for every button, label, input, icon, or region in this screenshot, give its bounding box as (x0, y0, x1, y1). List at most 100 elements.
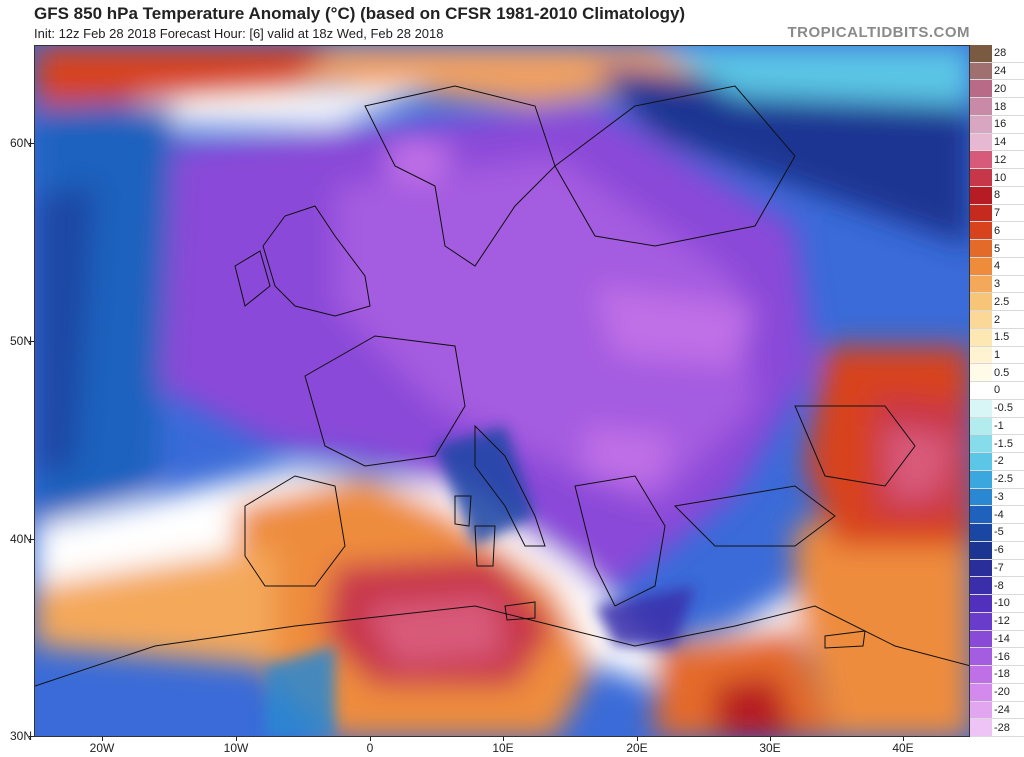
colorbar-swatch (970, 719, 992, 736)
lon-tick (236, 737, 237, 741)
colorbar-cell: 6 (970, 222, 1024, 241)
colorbar-swatch (970, 648, 992, 666)
colorbar-swatch (970, 311, 992, 328)
colorbar-swatch (970, 62, 992, 80)
colorbar-swatch (970, 240, 992, 257)
colorbar-label: 1.5 (994, 331, 1010, 344)
lon-label: 20W (89, 741, 115, 755)
colorbar-swatch (970, 506, 992, 524)
colorbar-cell: -10 (970, 595, 1024, 613)
colorbar-cell: 4 (970, 257, 1024, 276)
lon-tick (503, 737, 504, 741)
colorbar-swatch (970, 151, 992, 169)
colorbar-swatch (970, 453, 992, 470)
colorbar-cell: -14 (970, 630, 1024, 649)
colorbar-cell: 2 (970, 311, 1024, 329)
lat-label: 30N (9, 729, 32, 743)
colorbar-swatch (970, 595, 992, 612)
lat-label: 40N (9, 532, 32, 546)
colorbar-label: -2.5 (994, 473, 1013, 486)
colorbar-cell: -0.5 (970, 399, 1024, 418)
colorbar-label: -10 (994, 597, 1010, 610)
colorbar-label: 1 (994, 349, 1001, 361)
lon-tick (370, 737, 371, 741)
colorbar-swatch (970, 115, 992, 133)
colorbar-cell: -1.5 (970, 435, 1024, 454)
colorbar-cell: -28 (970, 719, 1024, 737)
anomaly-map (34, 45, 970, 737)
lat-label: 60N (9, 136, 32, 150)
coastlines (35, 85, 969, 687)
colorbar-label: -12 (994, 615, 1010, 628)
colorbar-label: -5 (994, 526, 1004, 539)
colorbar-label: -16 (994, 650, 1010, 663)
colorbar-swatch (970, 364, 992, 382)
colorbar-label: 0 (994, 384, 1001, 397)
lat-tick (29, 736, 34, 737)
colorbar-cell: 20 (970, 80, 1024, 99)
lon-label: 10E (492, 741, 514, 755)
colorbar-swatch (970, 612, 992, 630)
colorbar-cell: 12 (970, 151, 1024, 170)
colorbar-swatch (970, 683, 992, 701)
colorbar-cell: 16 (970, 115, 1024, 134)
lat-tick (29, 143, 34, 144)
colorbar-label: -20 (994, 686, 1010, 699)
lon-tick (102, 737, 103, 741)
colorbar-cell: 14 (970, 133, 1024, 152)
colorbar-cell: -3 (970, 488, 1024, 507)
colorbar-swatch (970, 45, 992, 62)
chart-subtitle: Init: 12z Feb 28 2018 Forecast Hour: [6]… (34, 26, 444, 41)
colorbar-cell: -8 (970, 577, 1024, 596)
colorbar-swatch (970, 293, 992, 311)
colorbar-label: 20 (994, 82, 1007, 95)
colorbar-cell: -20 (970, 683, 1024, 702)
colorbar-label: -28 (994, 721, 1010, 734)
lon-label: 20E (626, 741, 648, 755)
colorbar-swatch (970, 257, 992, 275)
colorbar-cell: 3 (970, 275, 1024, 294)
colorbar-label: 10 (994, 171, 1007, 184)
colorbar-swatch (970, 328, 992, 346)
colorbar-swatch (970, 488, 992, 506)
lon-label: 0 (366, 741, 374, 755)
colorbar-label: 6 (994, 224, 1001, 237)
lon-label: 10W (223, 741, 249, 755)
lon-tick (770, 737, 771, 741)
colorbar-swatch (970, 577, 992, 595)
colorbar-swatch (970, 630, 992, 648)
colorbar-label: 14 (994, 136, 1007, 149)
colorbar-label: -7 (994, 561, 1004, 574)
colorbar-label: -1.5 (994, 437, 1013, 450)
colorbar-swatch (970, 470, 992, 488)
colorbar-label: 3 (994, 278, 1001, 291)
colorbar-cell: 28 (970, 45, 1024, 63)
colorbar-swatch (970, 169, 992, 186)
colorbar-swatch (970, 186, 992, 204)
colorbar-label: 2.5 (994, 295, 1010, 308)
lat-label: 50N (9, 334, 32, 348)
colorbar-cell: 7 (970, 204, 1024, 223)
colorbar-swatch (970, 346, 992, 364)
colorbar-cell: 0 (970, 382, 1024, 400)
colorbar-cell: 18 (970, 98, 1024, 116)
colorbar-swatch (970, 666, 992, 683)
map-canvas (35, 46, 969, 736)
colorbar-cell: -18 (970, 666, 1024, 684)
colorbar-cell: -16 (970, 648, 1024, 667)
lon-tick (637, 737, 638, 741)
brand-watermark: TROPICALTIDBITS.COM (787, 24, 970, 41)
colorbar-cell: -2 (970, 453, 1024, 471)
colorbar-swatch (970, 204, 992, 222)
colorbar-swatch (970, 222, 992, 240)
lon-label: 30E (759, 741, 781, 755)
colorbar-label: -0.5 (994, 402, 1013, 415)
colorbar-label: 16 (994, 118, 1007, 131)
colorbar-label: -18 (994, 668, 1010, 681)
chart-title: GFS 850 hPa Temperature Anomaly (°C) (ba… (34, 4, 686, 23)
colorbar-cell: 1 (970, 346, 1024, 365)
colorbar-swatch (970, 275, 992, 293)
colorbar-label: -1 (994, 419, 1004, 432)
colorbar-label: 28 (994, 47, 1007, 60)
colorbar-cell: -4 (970, 506, 1024, 525)
